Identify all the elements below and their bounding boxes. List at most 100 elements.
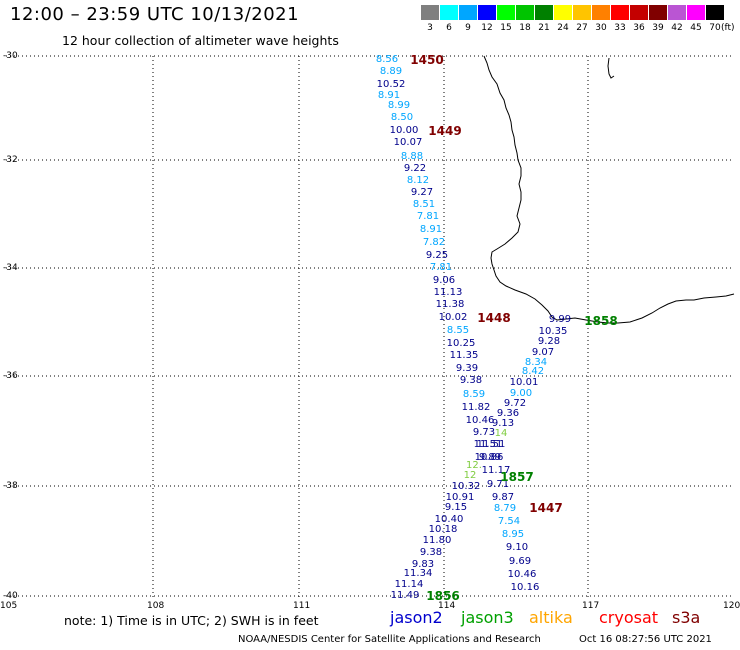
wave-height-value: 11.49: [390, 590, 420, 601]
wave-height-value: 9.89: [478, 452, 502, 463]
wave-height-value: 7.54: [497, 516, 521, 527]
legend-swatch: [706, 5, 724, 20]
legend-swatch: [459, 5, 477, 20]
wave-height-value: 11.51: [476, 439, 506, 450]
wave-height-value: 8.89: [379, 66, 403, 77]
longitude-label: 105: [0, 601, 18, 611]
wave-height-value: 9.28: [537, 336, 561, 347]
legend-value: 42: [671, 23, 683, 33]
mission-label: s3a: [672, 608, 701, 627]
pass-time-label: 1447: [529, 501, 563, 515]
wave-height-value: 11.35: [449, 350, 479, 361]
wave-height-value: 9.99: [548, 314, 572, 325]
wave-height-value: 8.79: [493, 503, 517, 514]
wave-height-value: 7.82: [422, 237, 446, 248]
coastline: [483, 55, 735, 324]
legend-value: 6: [446, 23, 452, 33]
legend-value: 33: [614, 23, 626, 33]
legend-value: 24: [557, 23, 569, 33]
legend-value: 45: [690, 23, 702, 33]
wave-height-value: 11.34: [403, 568, 433, 579]
wave-height-value: 10.02: [438, 312, 468, 323]
wave-height-value: 10.35: [538, 326, 568, 337]
wave-height-value: 10.91: [445, 492, 475, 503]
mission-label: cryosat: [599, 608, 659, 627]
wave-height-value: 8.51: [412, 199, 436, 210]
wave-height-value: 7.81: [429, 262, 453, 273]
wave-height-value: 11.14: [394, 579, 424, 590]
island: [607, 57, 615, 79]
wave-height-value: 9.38: [419, 547, 443, 558]
latitude-label: -34: [3, 263, 18, 273]
page-title: 12:00 – 23:59 UTC 10/13/2021: [10, 4, 300, 25]
wave-height-value: 10.25: [446, 338, 476, 349]
legend-swatch: [478, 5, 496, 20]
wave-height-value: 9.83: [411, 559, 435, 570]
legend-value: 15: [500, 23, 512, 33]
wave-height-value: 12.: [466, 460, 482, 471]
pass-time-label: 1857: [500, 470, 534, 484]
wave-height-value: 9.72: [503, 398, 527, 409]
latitude-label: -32: [3, 155, 18, 165]
pass-time-label: 1450: [410, 53, 444, 67]
wave-height-value: 9.10: [505, 542, 529, 553]
legend-value: 12: [481, 23, 493, 33]
wave-height-value: 11.38: [435, 299, 465, 310]
wave-height-value: 10.86: [474, 452, 504, 463]
mission-label: jason3: [461, 608, 514, 627]
longitude-label: 117: [582, 601, 600, 611]
wave-height-value: 8.88: [400, 151, 424, 162]
wave-height-value: 12: [463, 470, 477, 481]
legend-swatch: [516, 5, 534, 20]
wave-height-value: 9.87: [491, 492, 515, 503]
legend-value: 9: [465, 23, 471, 33]
wave-height-value: 8.95: [501, 529, 525, 540]
latitude-label: -36: [3, 371, 18, 381]
wave-height-value: 8.55: [446, 325, 470, 336]
legend-value: 18: [519, 23, 531, 33]
footer-note: note: 1) Time is in UTC; 2) SWH is in fe…: [64, 613, 319, 628]
wave-height-value: 9.71: [486, 479, 510, 490]
wave-height-value: 9.39: [455, 363, 479, 374]
legend-swatch: [630, 5, 648, 20]
legend-unit: (ft): [721, 23, 735, 33]
wave-height-value: 10.52: [376, 79, 406, 90]
legend-value: 39: [652, 23, 664, 33]
wave-height-value: 8.50: [390, 112, 414, 123]
latitude-label: -38: [3, 481, 18, 491]
longitude-label: 120: [723, 601, 740, 611]
wave-height-value: 8.99: [387, 100, 411, 111]
wave-height-value: 9.69: [508, 556, 532, 567]
latitude-label: -40: [3, 591, 18, 601]
wave-height-value: 10.18: [428, 524, 458, 535]
wave-height-value: 9.00: [509, 388, 533, 399]
pass-time-label: 1448: [477, 311, 511, 325]
legend-value: 36: [633, 23, 645, 33]
wave-height-value: 11.80: [422, 535, 452, 546]
longitude-label: 108: [147, 601, 165, 611]
legend-swatch: [535, 5, 553, 20]
legend-value: 70: [709, 23, 721, 33]
legend-swatch: [592, 5, 610, 20]
wave-height-value: 10.01: [509, 377, 539, 388]
wave-height-value: 10.40: [434, 514, 464, 525]
legend-swatch: [421, 5, 439, 20]
wave-height-value: 10.46: [465, 415, 495, 426]
latitude-label: -30: [3, 51, 18, 61]
wave-height-value: 10.16: [510, 582, 540, 593]
wave-height-value: 9.13: [491, 418, 515, 429]
legend-value: 27: [576, 23, 588, 33]
wave-height-value: 8.42: [521, 366, 545, 377]
wave-height-value: 8.12: [406, 175, 430, 186]
wave-height-value: 9.38: [459, 375, 483, 386]
legend-swatch: [687, 5, 705, 20]
wave-height-value: 9.06: [432, 275, 456, 286]
legend-value: 30: [595, 23, 607, 33]
wave-height-value: 11.82: [461, 402, 491, 413]
legend-swatch: [649, 5, 667, 20]
longitude-label: 114: [438, 601, 456, 611]
wave-height-value: 8.56: [375, 54, 399, 65]
wave-height-value: 7.81: [416, 211, 440, 222]
legend-swatch: [497, 5, 515, 20]
legend-swatch: [440, 5, 458, 20]
